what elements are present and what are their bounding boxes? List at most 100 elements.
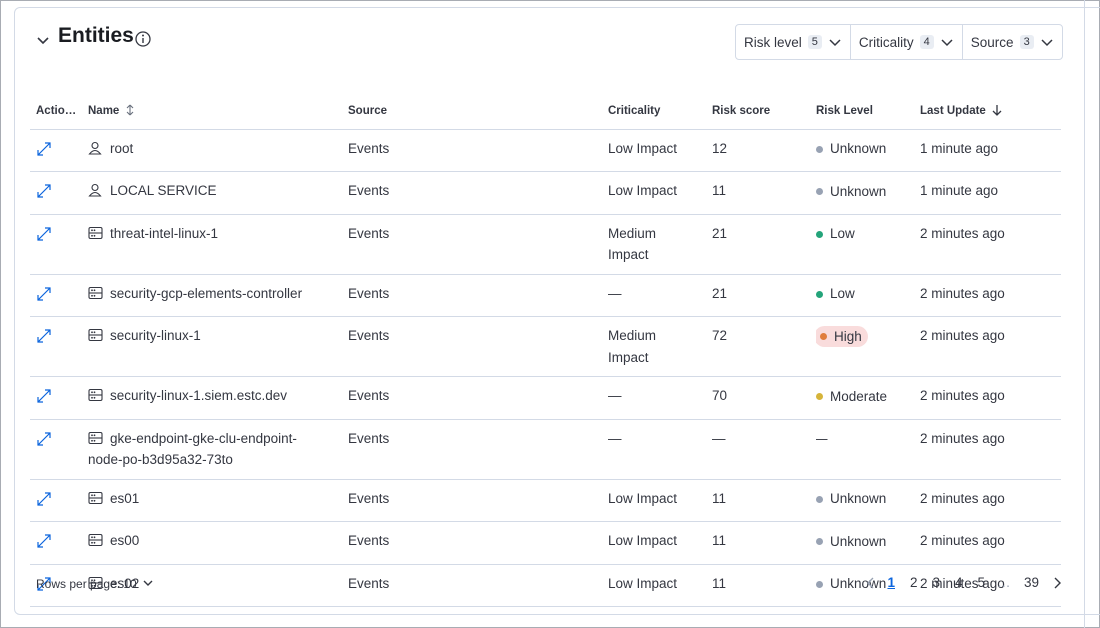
rows-per-page[interactable]: Rows per page: 10 [36, 577, 155, 591]
expand-icon[interactable] [36, 183, 52, 199]
entity-name[interactable]: gke-endpoint-gke-clu-endpoint-node-po-b3… [88, 430, 297, 468]
entity-name[interactable]: security-linux-1 [110, 328, 201, 343]
page-link[interactable]: 1 [887, 575, 895, 590]
entity-name[interactable]: threat-intel-linux-1 [110, 225, 219, 241]
criticality-cell: Low Impact [608, 490, 678, 506]
last-update-cell: 2 minutes ago [920, 533, 1005, 548]
column-header[interactable]: Risk Level [816, 98, 920, 129]
filter-button[interactable]: Criticality 4 [851, 25, 963, 59]
expand-icon[interactable] [36, 576, 52, 592]
risk-level-badge: Low [816, 223, 861, 245]
last-update-cell: 1 minute ago [920, 140, 999, 156]
expand-icon[interactable] [36, 491, 52, 507]
page-link[interactable]: 5 [977, 575, 985, 590]
table-row: root Events Low Impact 12 Unknown 1 minute ag… [30, 130, 1061, 172]
entities-panel [14, 7, 1100, 615]
column-header[interactable]: Name [88, 98, 348, 129]
info-icon[interactable] [134, 30, 152, 48]
prev-page[interactable] [864, 576, 878, 590]
entity-name[interactable]: security-linux-1.siem.estc.dev [110, 388, 288, 403]
criticality-cell: Medium Impact [608, 225, 657, 263]
column-title: Actio… [36, 105, 77, 117]
risk-level-cell: — [816, 420, 920, 479]
entity-name[interactable]: LOCAL SERVICE [110, 183, 217, 198]
risk-level-label: Unknown [830, 141, 887, 157]
host-icon [88, 286, 103, 299]
column-header[interactable]: Last Update [920, 98, 1071, 129]
page-link[interactable]: 2 [909, 575, 918, 590]
entity-name[interactable]: security-gcp-elements-controller [110, 285, 303, 301]
risk-dot [816, 290, 823, 298]
filter-button[interactable]: Risk level 5 [736, 25, 851, 59]
chevron [829, 39, 841, 47]
risk-dot [816, 145, 823, 153]
page-link[interactable]: … [997, 575, 1011, 590]
expand-icon[interactable] [36, 533, 52, 549]
column-header[interactable]: Source [348, 98, 608, 129]
risk-score-cell: 21 [712, 285, 728, 301]
risk-dot [816, 580, 823, 588]
table-row: threat-intel-linux-1 Events Medium Impact 2… [30, 215, 1061, 275]
expand-icon[interactable] [36, 141, 52, 157]
action-cell [36, 420, 88, 479]
last-update-cell: 2 minutes ago [920, 285, 1005, 301]
risk-score-cell: — [712, 430, 726, 446]
expand-icon[interactable] [36, 226, 52, 242]
risk-dot [816, 230, 823, 238]
expand-icon[interactable] [36, 328, 52, 344]
user-icon [88, 141, 102, 155]
host-icon [88, 388, 103, 402]
page-link[interactable]: 39 [1023, 575, 1040, 590]
risk-score-cell: 11 [712, 533, 727, 548]
entity-name[interactable]: es00 [110, 533, 140, 548]
expand-icon[interactable] [36, 286, 52, 302]
criticality-cell: Medium Impact [608, 328, 657, 365]
collapse-toggle[interactable] [36, 34, 50, 48]
risk-level-cell: Unknown [816, 480, 920, 522]
risk-level-cell: Low [816, 275, 920, 317]
filter-count: 5 [807, 35, 822, 49]
user-icon [88, 183, 102, 197]
risk-level-badge: Unknown [816, 138, 892, 160]
scrollbar [1084, 0, 1085, 628]
filter-button[interactable]: Source 3 [963, 25, 1062, 59]
entity-name[interactable]: root [110, 140, 134, 156]
host-icon [88, 576, 103, 589]
next-page[interactable] [1050, 576, 1064, 590]
column-header[interactable]: Risk score [712, 98, 816, 129]
table-row: es02 Events Low Impact 11 Unknown 2 minutes a… [30, 565, 1061, 607]
page-link[interactable]: 3 [932, 575, 940, 590]
risk-level-label: Unknown [830, 491, 887, 507]
criticality-cell: — [608, 388, 622, 403]
risk-level-badge: High [816, 325, 868, 348]
criticality-cell: — [608, 285, 622, 301]
name-cell: es01 [88, 480, 348, 522]
risk-level-label: Unknown [830, 183, 887, 199]
last-update-cell: 2 minutes ago [920, 575, 1005, 591]
page-link[interactable]: 4 [954, 575, 963, 590]
name-cell: threat-intel-linux-1 [88, 215, 348, 274]
table-row: es01 Events Low Impact 11 Unknown 2 minutes a… [30, 480, 1061, 522]
filter-label: Source [970, 34, 1014, 50]
filter-count: 3 [1019, 35, 1034, 49]
name-cell: security-gcp-elements-controller [88, 275, 348, 317]
column-header[interactable]: Actio… [36, 98, 88, 129]
risk-dot [820, 333, 827, 340]
last-update-cell: 1 minute ago [920, 183, 999, 198]
risk-level-cell: Low [816, 215, 920, 274]
column-header[interactable]: Criticality [608, 98, 712, 129]
expand-icon[interactable] [36, 388, 52, 404]
last-update-cell: 2 minutes ago [920, 430, 1005, 446]
table-row: es00 Events Low Impact 11 Unknown 2 minutes a… [30, 522, 1061, 565]
table-row: security-linux-1.siem.estc.dev Events — 70 M… [30, 377, 1061, 420]
column-title: Risk Level [816, 105, 873, 117]
entity-name[interactable]: es02 [110, 575, 140, 591]
table-row: gke-endpoint-gke-clu-endpoint-node-po-b3… [30, 420, 1061, 480]
expand-icon[interactable] [36, 431, 52, 447]
entity-name[interactable]: es01 [110, 490, 140, 506]
name-cell: es00 [88, 522, 348, 564]
last-update-cell: 2 minutes ago [920, 225, 1005, 241]
risk-dot [816, 538, 823, 545]
risk-score-cell: 11 [712, 575, 727, 591]
risk-dot [816, 495, 823, 503]
